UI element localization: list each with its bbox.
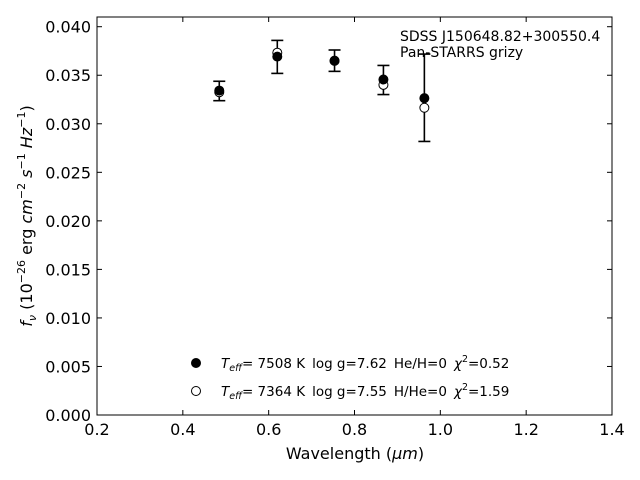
- model-point-filled: [329, 55, 340, 66]
- model-point-filled: [272, 51, 283, 62]
- y-tick-label: 0.020: [45, 212, 91, 231]
- y-tick-label: 0.000: [45, 406, 91, 425]
- data-markers: [214, 47, 430, 113]
- y-tick-label: 0.015: [45, 260, 91, 279]
- annotation-survey: Pan-STARRS grizy: [400, 45, 523, 61]
- x-tick-label: 1.4: [599, 420, 624, 439]
- plot-frame: [96, 16, 613, 416]
- annotation-object-name: SDSS J150648.82+300550.4: [400, 29, 600, 45]
- x-tick-label: 1.0: [428, 420, 453, 439]
- legend-marker-filled: [191, 358, 201, 368]
- x-tick-label: 1.2: [513, 420, 538, 439]
- x-axis-label: Wavelength (μm): [286, 444, 424, 463]
- model-point-filled: [419, 93, 430, 104]
- model-point-filled: [214, 85, 225, 96]
- y-tick-label: 0.030: [45, 115, 91, 134]
- y-tick-label: 0.025: [45, 163, 91, 182]
- axis-ticks: 0.2 0.4 0.6 0.8 1.0 1.2 1.4 0.000 0.005 0.010 0.01…: [45, 17, 625, 439]
- y-axis-label: fν (10−26 erg cm−2 s−1 Hz−1): [15, 105, 39, 326]
- legend-marker-open: [191, 386, 201, 396]
- y-tick-label: 0.005: [45, 357, 91, 376]
- model-point-filled: [378, 74, 389, 85]
- x-tick-label: 0.8: [342, 420, 367, 439]
- x-tick-label: 0.4: [170, 420, 195, 439]
- x-tick-label: 0.6: [256, 420, 281, 439]
- y-tick-label: 0.010: [45, 309, 91, 328]
- y-tick-label: 0.040: [45, 18, 91, 37]
- y-tick-label: 0.035: [45, 66, 91, 85]
- x-tick-label: 0.2: [84, 420, 109, 439]
- model-point-open: [419, 102, 430, 113]
